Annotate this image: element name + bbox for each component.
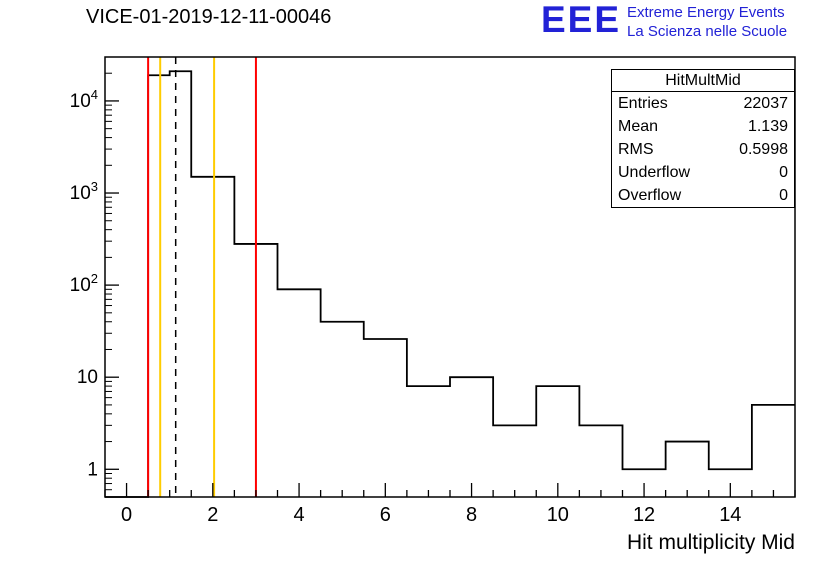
stats-box: HitMultMid Entries 22037 Mean 1.139 RMS … xyxy=(611,69,795,208)
stats-value: 22037 xyxy=(743,95,789,112)
stats-value: 0.5998 xyxy=(739,141,788,158)
logo-text-block: Extreme Energy Events La Scienza nelle S… xyxy=(627,3,787,41)
svg-text:104: 104 xyxy=(70,87,98,112)
svg-text:10: 10 xyxy=(547,504,569,526)
stats-value: 1.139 xyxy=(747,118,788,135)
eee-logo: EEE xyxy=(541,0,622,40)
svg-text:103: 103 xyxy=(70,179,98,204)
y-axis-labels: 1 10 102 103 104 xyxy=(70,87,98,480)
x-axis-title: Hit multiplicity Mid xyxy=(626,531,795,554)
stats-row-underflow: Underflow 0 xyxy=(612,161,794,184)
stats-label: RMS xyxy=(618,141,654,158)
svg-text:4: 4 xyxy=(294,504,305,526)
stats-row-rms: RMS 0.5998 xyxy=(612,138,794,161)
stats-row-overflow: Overflow 0 xyxy=(612,184,794,207)
svg-text:10: 10 xyxy=(77,367,98,388)
svg-text:102: 102 xyxy=(70,271,98,296)
svg-text:8: 8 xyxy=(466,504,477,526)
stats-label: Mean xyxy=(618,118,659,135)
svg-text:0: 0 xyxy=(121,504,132,526)
svg-text:1: 1 xyxy=(87,459,98,480)
logo-line1: Extreme Energy Events xyxy=(627,4,785,21)
svg-text:12: 12 xyxy=(633,504,655,526)
svg-text:6: 6 xyxy=(380,504,391,526)
x-axis-ticks xyxy=(104,483,796,497)
stats-row-mean: Mean 1.139 xyxy=(612,115,794,138)
y-axis-ticks xyxy=(105,72,119,491)
stats-row-entries: Entries 22037 xyxy=(612,92,794,115)
histogram-outline xyxy=(105,70,795,498)
stats-label: Entries xyxy=(618,95,668,112)
svg-text:2: 2 xyxy=(207,504,218,526)
stats-value: 0 xyxy=(779,187,788,204)
stats-value: 0 xyxy=(779,164,788,181)
chart-title: VICE-01-2019-12-11-00046 xyxy=(86,6,332,28)
stats-title: HitMultMid xyxy=(612,70,794,92)
stats-label: Overflow xyxy=(618,187,682,204)
stats-label: Underflow xyxy=(618,164,691,181)
x-axis-labels: 0 2 4 6 8 10 12 14 xyxy=(121,504,741,526)
logo-line2: La Scienza nelle Scuole xyxy=(627,23,788,40)
svg-text:14: 14 xyxy=(719,504,741,526)
